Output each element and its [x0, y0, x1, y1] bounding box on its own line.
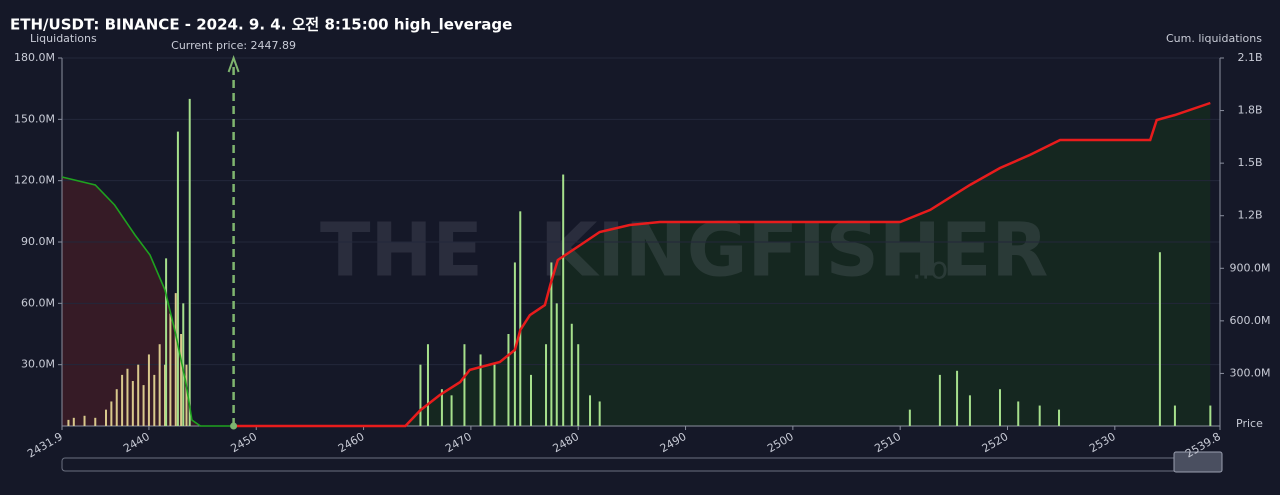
y2-tick-label: 600.0M [1230, 314, 1271, 327]
y-tick-label: 30.0M [21, 358, 55, 371]
y2-tick-label: 1.5B [1237, 156, 1262, 169]
y-tick-label: 180.0M [14, 51, 55, 64]
bar [176, 131, 179, 426]
bar [110, 401, 113, 426]
y-tick-label: 120.0M [14, 174, 55, 187]
bar [142, 385, 145, 426]
cum-lines [62, 103, 1211, 426]
bar [67, 419, 70, 426]
watermark-text: KINGFISHER [540, 208, 1048, 294]
bar [598, 401, 601, 426]
bar [998, 389, 1001, 426]
bar [550, 262, 553, 426]
bar [450, 395, 453, 426]
annotation: Current price: 2447.89 [171, 39, 296, 52]
y2-tick-label: 300.0M [1230, 366, 1271, 379]
bar [165, 258, 168, 426]
y2-tick-label: 2.1B [1237, 51, 1262, 64]
bar [968, 395, 971, 426]
current-price-dot [230, 422, 238, 430]
y2-tick-label: 1.2B [1237, 209, 1262, 222]
bar [153, 374, 156, 426]
current-price-arrow [227, 55, 240, 73]
cum-line [232, 101, 1211, 428]
y-axis-label: Liquidations [30, 32, 97, 45]
x-axis-label: Price [1236, 417, 1263, 430]
bar [105, 409, 108, 426]
bar [577, 344, 580, 426]
bar [72, 417, 75, 426]
watermark-text: THE [320, 208, 483, 294]
bar [908, 409, 911, 426]
bar [1038, 405, 1041, 426]
bar [137, 364, 140, 426]
bar [188, 98, 191, 426]
bar [83, 415, 86, 426]
y2-tick-label: 1.8B [1237, 104, 1262, 117]
bar [174, 293, 177, 426]
cum-line [61, 176, 233, 427]
bar [529, 374, 532, 426]
cum-area [62, 177, 233, 426]
bar [479, 354, 482, 426]
bar [426, 344, 429, 426]
bar [185, 364, 188, 426]
y2-axis-label: Cum. liquidations [1166, 32, 1262, 45]
bar [126, 368, 129, 426]
bar [545, 344, 548, 426]
bar [519, 211, 522, 426]
y-tick-label: 60.0M [21, 296, 55, 309]
bar [131, 381, 134, 426]
bar [570, 323, 573, 426]
watermark-text: .io [912, 252, 948, 287]
y-tick-label: 90.0M [21, 235, 55, 248]
bar [1017, 401, 1020, 426]
watermark: THE KINGFISHER .io [320, 208, 1048, 294]
bar [419, 364, 422, 426]
bar [440, 389, 443, 426]
cum-area [232, 103, 1211, 426]
bar [562, 174, 565, 426]
bar [121, 374, 124, 426]
scrollbar-handle[interactable] [1173, 451, 1223, 473]
bar [180, 334, 183, 426]
bar [158, 344, 161, 426]
bar [94, 417, 97, 426]
bar [1209, 405, 1212, 426]
bar [169, 313, 172, 426]
bar [1173, 405, 1176, 426]
bar [115, 389, 118, 426]
bar [938, 374, 941, 426]
bar [589, 395, 592, 426]
bar [513, 262, 516, 426]
bar [182, 303, 185, 426]
y-tick-label: 150.0M [14, 112, 55, 125]
bar [555, 303, 558, 426]
bar [507, 334, 510, 426]
bar [956, 370, 959, 426]
y2-tick-label: 900.0M [1230, 261, 1271, 274]
bar [1158, 252, 1161, 426]
bar [493, 364, 496, 426]
bar [164, 364, 167, 426]
bar [463, 344, 466, 426]
bar [147, 354, 150, 426]
chart-title: ETH/USDT: BINANCE - 2024. 9. 4. 오전 8:15:… [10, 16, 512, 34]
bar [1058, 409, 1061, 426]
